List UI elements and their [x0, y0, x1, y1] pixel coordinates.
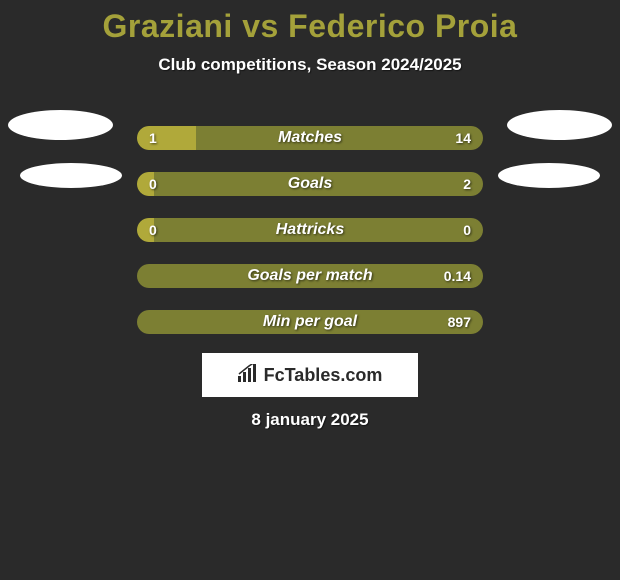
stat-label: Hattricks	[137, 218, 483, 242]
page-title: Graziani vs Federico Proia	[0, 0, 620, 45]
stat-value-right: 0.14	[444, 264, 471, 288]
stat-row: Goals0 2	[137, 172, 483, 196]
chart-icon	[238, 364, 260, 387]
stat-value-left: 1	[149, 126, 157, 150]
stat-value-right: 14	[455, 126, 471, 150]
stat-label: Goals per match	[137, 264, 483, 288]
logo-text: FcTables.com	[238, 364, 383, 387]
logo-label: FcTables.com	[264, 365, 383, 386]
stat-value-left: 0	[149, 218, 157, 242]
stat-label: Matches	[137, 126, 483, 150]
avatar-right-player	[507, 110, 612, 140]
logo-box: FcTables.com	[202, 353, 418, 397]
stat-row: Goals per match0.14	[137, 264, 483, 288]
stat-label: Min per goal	[137, 310, 483, 334]
stat-value-left: 0	[149, 172, 157, 196]
stat-value-right: 897	[448, 310, 471, 334]
avatar-right-club	[498, 163, 600, 188]
container: Graziani vs Federico Proia Club competit…	[0, 0, 620, 580]
stat-label: Goals	[137, 172, 483, 196]
stat-row: Hattricks0 0	[137, 218, 483, 242]
stat-row: Matches1 14	[137, 126, 483, 150]
stat-value-right: 2	[463, 172, 471, 196]
stat-row: Min per goal897	[137, 310, 483, 334]
stat-value-right: 0	[463, 218, 471, 242]
avatar-left-player	[8, 110, 113, 140]
subtitle: Club competitions, Season 2024/2025	[0, 55, 620, 75]
avatar-left-club	[20, 163, 122, 188]
stats-area: Matches114Goals02Hattricks00Goals per ma…	[137, 126, 483, 356]
date-text: 8 january 2025	[0, 410, 620, 430]
